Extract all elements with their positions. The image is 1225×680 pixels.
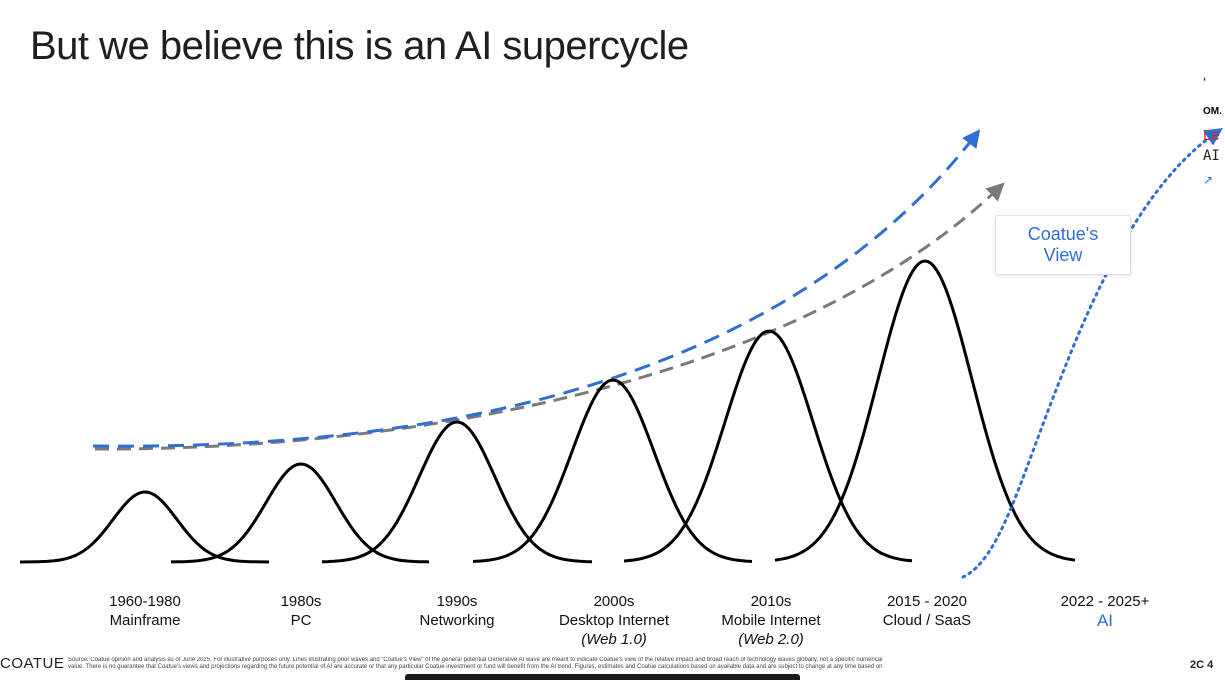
wave-name: AI (1096, 611, 1114, 630)
wave-name: Mobile Internet (721, 612, 821, 629)
slide-title: But we believe this is an AI supercycle (30, 24, 689, 68)
wave-label-mainframe: 1960-1980 Mainframe (60, 592, 230, 630)
wave-label-networking: 1990s Networking (372, 592, 542, 630)
wave-sub: (Web 1.0) (581, 631, 647, 648)
wave-curve-mobile-internet (623, 329, 913, 563)
footer-source-line: value. There is no guarantee that Coatue… (68, 664, 883, 670)
wave-era: 2022 - 2025+ (1060, 593, 1150, 610)
edge-fragment: OM. (1203, 106, 1222, 117)
ai-wave-curve (961, 128, 1223, 579)
wave-curve-cloud-saas (774, 259, 1076, 562)
footer-source-text: Source: Coatue opinion and analysis as o… (68, 657, 1108, 671)
edge-fragment: ‘ (1203, 74, 1207, 90)
edge-fragment: Le (1203, 127, 1220, 144)
trend-line-blue (92, 129, 981, 448)
wave-era: 1960-1980 (109, 593, 181, 610)
wave-curves (20, 259, 1076, 564)
wave-sub: (Web 2.0) (738, 631, 804, 648)
footer-source-line: Source: Coatue opinion and analysis as o… (68, 657, 883, 663)
wave-label-cloud-saas: 2015 - 2020 Cloud / SaaS (842, 592, 1012, 630)
wave-name: PC (290, 612, 312, 629)
wave-label-desktop-internet: 2000s Desktop Internet (Web 1.0) (529, 592, 699, 649)
bottom-scrollbar[interactable] (405, 674, 800, 680)
callout-text: Coatue's View (1027, 224, 1099, 265)
wave-era: 1980s (280, 593, 322, 610)
coatue-view-callout: Coatue's View (995, 215, 1131, 275)
wave-curve-networking (322, 420, 592, 564)
wave-era: 2010s (750, 593, 792, 610)
edge-arrow-icon: ↗ (1203, 173, 1214, 187)
page-number: 2C 4 (1190, 659, 1214, 671)
wave-era: 1990s (436, 593, 478, 610)
overlapping-window-edge: ‘ OM. Le AI ↗ (1203, 70, 1225, 230)
wave-curve-desktop-internet (472, 378, 753, 563)
wave-label-mobile-internet: 2010s Mobile Internet (Web 2.0) (686, 592, 856, 649)
wave-curve-pc (171, 462, 430, 564)
wave-era: 2000s (593, 593, 635, 610)
wave-name: Mainframe (109, 612, 181, 629)
trend-line-gray (94, 182, 1005, 451)
wave-label-ai: 2022 - 2025+ AI (1020, 592, 1190, 630)
wave-era: 2015 - 2020 (886, 593, 968, 610)
wave-name: Cloud / SaaS (882, 612, 972, 629)
wave-label-pc: 1980s PC (216, 592, 386, 630)
wave-name: Networking (419, 612, 495, 629)
wave-curve-mainframe (20, 490, 270, 564)
coatue-logo: COATUE (0, 655, 65, 672)
edge-fragment: AI (1203, 148, 1220, 164)
wave-name: Desktop Internet (558, 612, 670, 629)
